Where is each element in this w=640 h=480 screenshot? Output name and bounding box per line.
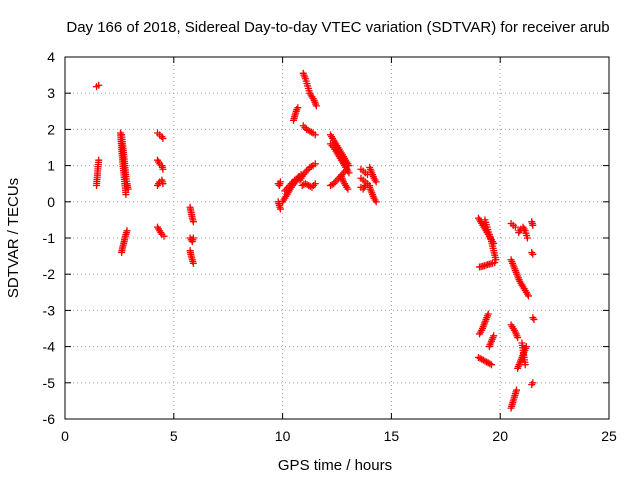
- x-tick-label: 15: [384, 428, 400, 444]
- data-point: [307, 163, 315, 171]
- data-point: [95, 81, 103, 89]
- y-tick-label: 0: [47, 194, 55, 210]
- data-points: [93, 69, 538, 412]
- data-point: [523, 234, 531, 242]
- data-point: [491, 259, 499, 267]
- y-tick-label: -5: [43, 375, 56, 391]
- data-point: [159, 134, 167, 142]
- y-tick-label: 2: [47, 121, 55, 137]
- data-point: [524, 292, 532, 300]
- data-point: [511, 223, 519, 231]
- data-point: [363, 180, 371, 188]
- data-point: [306, 182, 314, 190]
- data-point: [529, 250, 537, 258]
- y-tick-label: 4: [47, 49, 55, 65]
- data-point: [123, 227, 131, 235]
- data-point: [343, 165, 351, 173]
- x-axis-label: GPS time / hours: [278, 457, 392, 474]
- x-tick-label: 0: [61, 428, 69, 444]
- data-point: [276, 178, 284, 186]
- y-tick-label: 1: [47, 158, 55, 174]
- y-tick-label: -4: [43, 339, 56, 355]
- data-point: [189, 218, 197, 226]
- data-point: [372, 178, 380, 186]
- data-point: [513, 386, 521, 394]
- data-point: [490, 332, 498, 340]
- data-point: [530, 315, 538, 323]
- data-point: [159, 165, 167, 173]
- x-tick-label: 5: [170, 428, 178, 444]
- data-point: [294, 104, 302, 112]
- x-tick-label: 20: [492, 428, 508, 444]
- data-point: [529, 221, 537, 229]
- y-tick-label: -6: [43, 411, 56, 427]
- data-point: [95, 156, 103, 164]
- data-point: [529, 379, 537, 387]
- y-tick-label: -3: [43, 302, 56, 318]
- data-point: [372, 198, 380, 206]
- data-point: [311, 131, 319, 139]
- grid-lines: [65, 57, 609, 419]
- data-point: [312, 102, 320, 110]
- y-tick-label: -1: [43, 230, 56, 246]
- y-tick-label: 3: [47, 85, 55, 101]
- x-tick-label: 25: [601, 428, 617, 444]
- data-point: [160, 232, 168, 240]
- y-tick-label: -2: [43, 266, 56, 282]
- data-point: [344, 185, 352, 193]
- data-point: [189, 234, 197, 242]
- data-point: [122, 191, 130, 199]
- data-point: [159, 180, 167, 188]
- data-point: [307, 128, 315, 136]
- x-tick-label: 10: [275, 428, 291, 444]
- data-point: [311, 160, 319, 168]
- data-point: [522, 343, 530, 351]
- data-point: [487, 361, 495, 369]
- chart-title: Day 166 of 2018, Sidereal Day-to-day VTE…: [66, 19, 609, 36]
- data-point: [521, 361, 529, 369]
- data-point: [311, 180, 319, 188]
- data-point: [276, 205, 284, 213]
- axis-ticks: 0 5 10 15 20 25 -6 -5 -4 -3 -2 -1 0 1 2 3 4: [43, 49, 617, 444]
- data-point: [486, 360, 494, 368]
- data-point: [514, 334, 522, 342]
- y-axis-label: SDTVAR / TECUs: [5, 178, 22, 298]
- data-point: [484, 310, 492, 318]
- data-point: [189, 259, 197, 267]
